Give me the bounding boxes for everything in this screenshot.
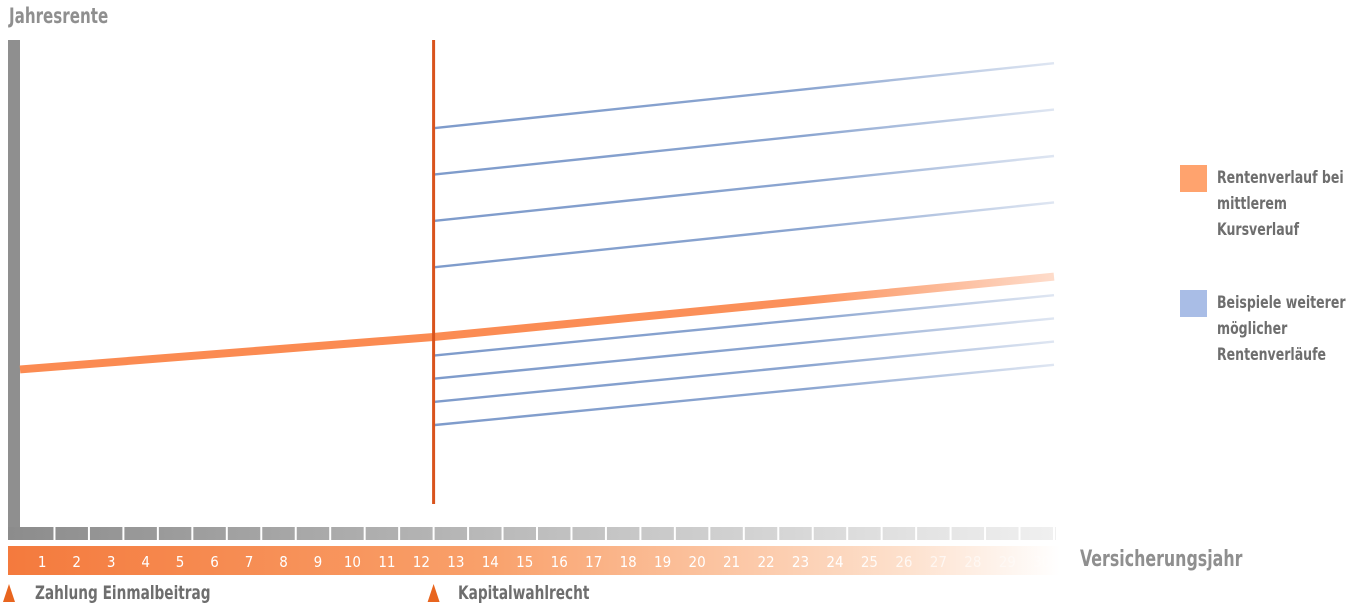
series-line-beispiel [433, 62, 1055, 130]
x-tick-label: 20 [689, 553, 706, 571]
x-tick-label: 12 [413, 553, 430, 571]
x-tick-label: 19 [654, 553, 671, 571]
x-tick-label: 26 [895, 553, 912, 571]
x-axis-label: Versicherungsjahr [1080, 547, 1243, 572]
x-tick-label: 9 [314, 553, 323, 571]
annotation-triangle [3, 584, 15, 602]
legend-item-weitere-rentenverlaeufe: Beispiele weiterer möglicher Rentenverlä… [1180, 290, 1358, 368]
legend-label: Beispiele weiterer möglicher Rentenverlä… [1217, 290, 1358, 368]
series-line-beispiel [433, 108, 1055, 176]
series-line-beispiel [433, 294, 1055, 357]
tick-labels: 1 2 3 4 5 6 7 8 9 10 11 12 13 14 15 16 17 18 19 20 21 22 23 24 2… [38, 553, 1050, 571]
x-tick-label: 16 [551, 553, 568, 571]
legend-item-mittlerer-kursverlauf: Rentenverlauf bei mittlerem Kursverlauf [1180, 165, 1358, 243]
x-tick-label: 4 [141, 553, 150, 571]
x-tick-label: 5 [176, 553, 185, 571]
series-line-beispiel [433, 154, 1055, 223]
x-tick-label: 3 [107, 553, 116, 571]
x-tick-label: 10 [344, 553, 361, 571]
x-tick-label: 11 [378, 553, 395, 571]
x-tick-label: 25 [861, 553, 878, 571]
series-line-mittlerer-kursverlauf [433, 272, 1055, 341]
x-tick-label: 18 [620, 553, 637, 571]
x-tick-label: 14 [482, 553, 499, 571]
annotation-triangle [427, 584, 440, 602]
series-line-beispiel [433, 340, 1055, 404]
legend-line: möglicher [1217, 319, 1288, 339]
x-tick-label: 8 [279, 553, 288, 571]
legend-swatch-blue [1180, 290, 1207, 317]
y-axis [8, 40, 20, 540]
series-line-mittlerer-kursverlauf [19, 332, 434, 374]
x-tick-label: 15 [516, 553, 533, 571]
legend-line: Rentenverläufe [1217, 345, 1327, 365]
x-tick-label: 29 [999, 553, 1016, 571]
legend-line: Rentenverlauf bei [1217, 168, 1344, 188]
x-tick-label: 7 [245, 553, 254, 571]
legend-line: Beispiele weiterer [1217, 293, 1346, 313]
x-axis-grey-bar [8, 527, 1056, 540]
y-axis-label: Jahresrente [9, 4, 109, 28]
legend-line: mittlerem [1217, 194, 1287, 214]
series-line-beispiel [433, 317, 1055, 380]
x-tick-label: 13 [447, 553, 464, 571]
x-tick-label: 24 [826, 553, 843, 571]
x-tick-label: 27 [930, 553, 947, 571]
markers [3, 584, 440, 602]
legend-swatch-orange [1180, 165, 1207, 192]
x-tick-label: 2 [72, 553, 81, 571]
series-line-beispiel [433, 201, 1055, 269]
axis-ticks [53, 527, 1055, 540]
legend-label: Rentenverlauf bei mittlerem Kursverlauf [1217, 165, 1358, 243]
series-layer [19, 40, 1055, 504]
x-tick-label: 22 [757, 553, 774, 571]
x-tick-label: 17 [585, 553, 602, 571]
x-tick-label: 6 [210, 553, 219, 571]
annotation-kapitalwahlrecht: Kapitalwahlrecht [458, 582, 590, 604]
x-tick-label: 23 [792, 553, 809, 571]
x-tick-label: 1 [38, 553, 47, 571]
x-tick-label: 21 [723, 553, 740, 571]
series-line-beispiel [433, 363, 1055, 427]
annotation-zahlung-einmalbeitrag: Zahlung Einmalbeitrag [35, 582, 211, 604]
x-tick-label: 30 [1033, 553, 1050, 571]
x-axis-orange-bar [8, 546, 1060, 575]
legend-line: Kursverlauf [1217, 220, 1300, 240]
x-tick-label: 28 [964, 553, 981, 571]
